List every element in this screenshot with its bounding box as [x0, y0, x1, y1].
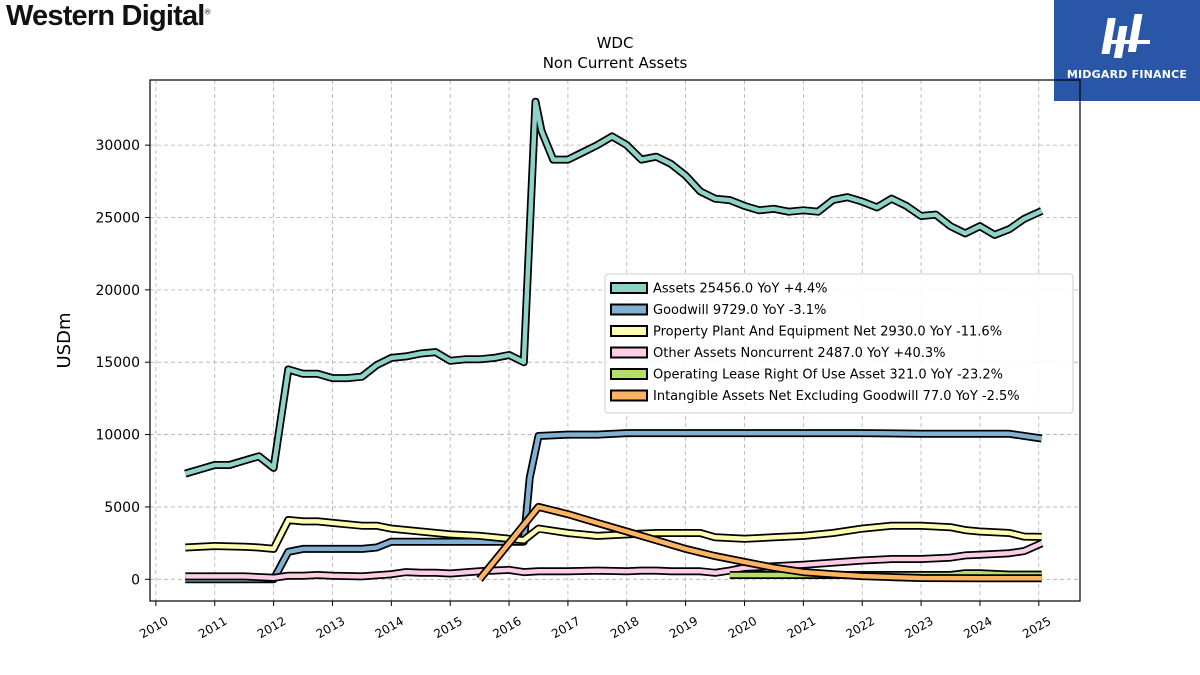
legend-swatch [610, 346, 648, 359]
x-tick-label: 2018 [608, 614, 641, 641]
y-tick-label: 20000 [95, 283, 140, 299]
y-tick-label: 15000 [95, 355, 140, 371]
brand-logo: MIDGARD FINANCE [1054, 0, 1200, 101]
x-tick-label: 2017 [549, 614, 582, 641]
x-tick-label: 2016 [490, 614, 523, 641]
chart-series-layer [184, 97, 1044, 584]
x-tick-label: 2021 [785, 614, 818, 641]
legend-label: Operating Lease Right Of Use Asset 321.0… [653, 368, 1003, 383]
x-tick-label: 2019 [667, 614, 700, 641]
company-logo-text: Western Digital [6, 0, 205, 32]
x-tick-label: 2015 [431, 614, 464, 641]
series-goodwill [185, 429, 1043, 584]
x-tick-label: 2023 [902, 614, 935, 641]
x-tick-label: 2020 [726, 614, 759, 641]
legend-box [604, 273, 1074, 414]
series-line [185, 430, 1043, 582]
x-tick-label: 2011 [196, 614, 229, 641]
series-property-plant-and-equipment-net [185, 516, 1042, 553]
plot-frame [149, 79, 1081, 602]
y-tick-label: 5000 [104, 500, 140, 516]
legend-item: Assets 25456.0 YoY +4.4% [610, 282, 828, 297]
x-tick-label: 2025 [1020, 614, 1053, 641]
legend-item: Other Assets Noncurrent 2487.0 YoY +40.3… [610, 346, 945, 361]
x-tick-label: 2024 [961, 614, 994, 641]
legend-label: Assets 25456.0 YoY +4.4% [653, 282, 828, 297]
legend-item: Intangible Assets Net Excluding Goodwill… [610, 389, 1020, 404]
legend-label: Property Plant And Equipment Net 2930.0 … [653, 325, 1002, 340]
series-line [185, 517, 1042, 552]
legend-label: Other Assets Noncurrent 2487.0 YoY +40.3… [653, 346, 945, 361]
x-tick-label: 2012 [255, 614, 288, 641]
legend-swatch [610, 325, 648, 337]
series-line [184, 99, 1043, 476]
chart-title: WDC [597, 34, 634, 52]
x-tick-label: 2013 [314, 614, 347, 641]
legend-swatch [610, 389, 648, 402]
y-tick-label: 30000 [95, 138, 140, 154]
series-intangible-assets-net-excluding-goodwill [476, 502, 1042, 583]
series-line [477, 504, 1042, 581]
y-tick-label: 0 [131, 572, 140, 588]
x-tick-label: 2010 [137, 614, 170, 641]
y-axis-label: USDm [54, 313, 75, 369]
x-tick-label: 2022 [843, 614, 876, 641]
legend-label: Intangible Assets Net Excluding Goodwill… [653, 389, 1020, 404]
chart-subtitle: Non Current Assets [543, 54, 688, 72]
x-tick-label: 2014 [373, 614, 406, 641]
brand-name: MIDGARD FINANCE [1066, 68, 1188, 81]
legend-item: Goodwill 9729.0 YoY -3.1% [610, 303, 826, 318]
legend-swatch [610, 368, 648, 380]
legend-item: Property Plant And Equipment Net 2930.0 … [610, 325, 1002, 340]
legend-label: Goodwill 9729.0 YoY -3.1% [653, 303, 826, 318]
y-tick-label: 25000 [95, 210, 140, 226]
chart-legend: Assets 25456.0 YoY +4.4% Goodwill 9729.0 … [604, 273, 1074, 414]
legend-item: Operating Lease Right Of Use Asset 321.0… [610, 368, 1003, 383]
series-other-assets-noncurrent [185, 539, 1044, 582]
brand-emblem-icon [1101, 14, 1150, 58]
series-assets [184, 97, 1044, 478]
y-tick-label: 10000 [95, 428, 140, 444]
company-logo: Western Digital® [6, 0, 211, 32]
legend-swatch [610, 282, 648, 294]
legend-swatch [610, 303, 648, 316]
series-line [185, 541, 1043, 581]
